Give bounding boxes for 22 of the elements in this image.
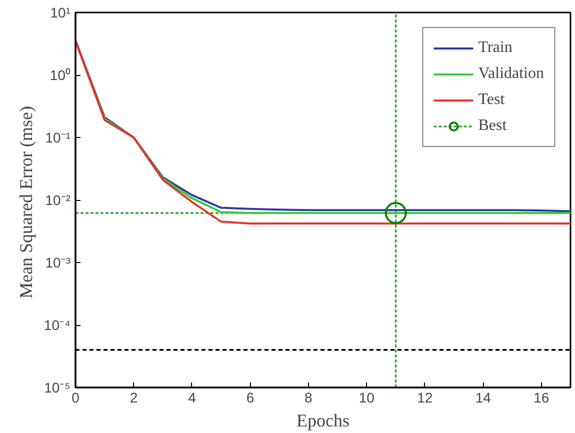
y-tick-label: 10⁰	[50, 67, 71, 83]
x-tick-label: 6	[246, 390, 254, 406]
y-tick-label: 10⁻¹	[45, 130, 71, 146]
x-tick-label: 16	[534, 390, 550, 406]
x-tick-label: 12	[417, 390, 433, 406]
y-tick-label: 10⁻⁴	[44, 317, 71, 333]
x-tick-label: 2	[130, 390, 138, 406]
x-tick-label: 10	[358, 390, 375, 406]
legend-label: Test	[478, 91, 505, 109]
legend-label: Best	[478, 117, 507, 135]
y-tick-label: 10⁻³	[45, 254, 71, 270]
y-tick-label: 10¹	[50, 4, 71, 20]
legend-label: Validation	[478, 65, 544, 83]
y-tick-label: 10⁻²	[45, 192, 71, 208]
x-axis-title: Epochs	[296, 410, 350, 430]
x-tick-label: 14	[475, 390, 492, 406]
y-tick-label: 10⁻⁵	[44, 380, 71, 396]
x-tick-label: 0	[72, 390, 80, 406]
legend-label: Train	[478, 39, 512, 57]
x-tick-label: 8	[304, 390, 313, 406]
x-tick-label: 4	[188, 390, 196, 406]
y-axis-title: Mean Squared Error (mse)	[16, 106, 36, 298]
